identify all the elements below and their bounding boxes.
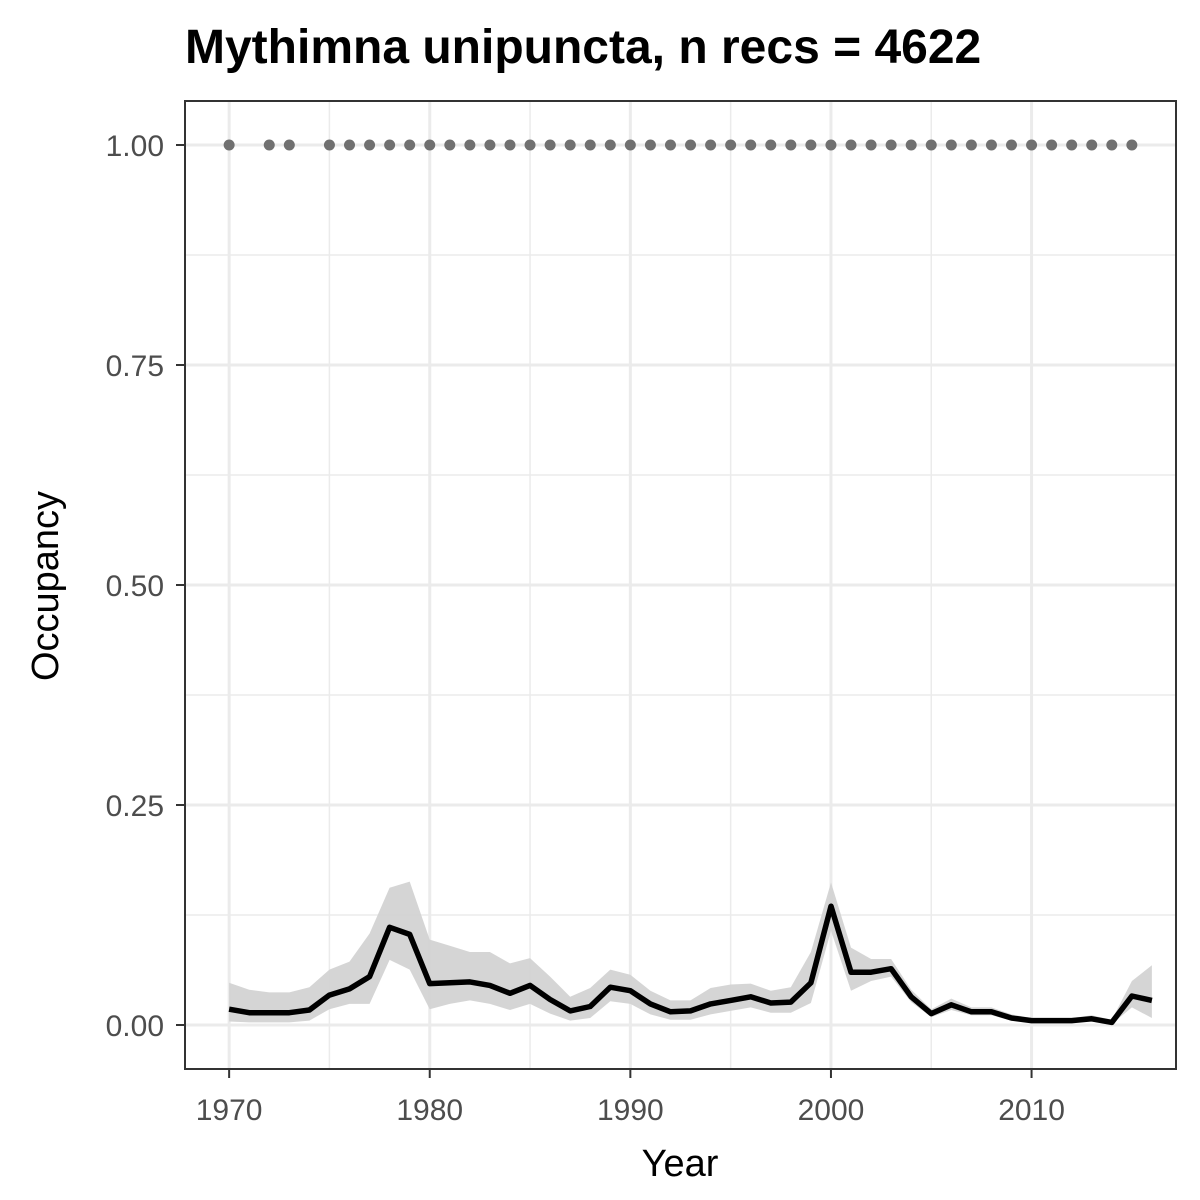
y-axis: 0.00 0.25 0.50 0.75 1.00: [106, 130, 185, 1043]
record-point: [905, 139, 917, 151]
record-point: [745, 139, 757, 151]
y-axis-title: Occupancy: [25, 491, 67, 681]
confidence-ribbon: [229, 881, 1152, 1025]
record-point: [343, 139, 355, 151]
record-point: [785, 139, 797, 151]
record-point: [725, 139, 737, 151]
record-point: [985, 139, 997, 151]
x-tick-label: 1990: [597, 1094, 664, 1127]
record-point: [1026, 139, 1038, 151]
chart-title: Mythimna unipuncta, n recs = 4622: [185, 21, 981, 74]
grid-lines: [185, 101, 1176, 1069]
x-tick-label: 1980: [396, 1094, 463, 1127]
record-point: [444, 139, 456, 151]
y-tick-label: 0.75: [106, 350, 164, 383]
record-point: [464, 139, 476, 151]
record-point: [404, 139, 416, 151]
occupancy-line: [228, 903, 1153, 1026]
record-point: [524, 139, 536, 151]
record-point: [624, 139, 636, 151]
record-points-layer: [223, 139, 1138, 151]
record-point: [424, 139, 436, 151]
record-point: [1106, 139, 1118, 151]
record-point: [584, 139, 596, 151]
record-point: [364, 139, 376, 151]
record-point: [604, 139, 616, 151]
x-tick-label: 2010: [998, 1094, 1065, 1127]
y-tick-label: 0.50: [106, 570, 164, 603]
record-point: [564, 139, 576, 151]
x-axis: 1970 1980 1990 2000 2010: [196, 1069, 1065, 1127]
confidence-ribbon-layer: [229, 881, 1152, 1025]
record-point: [283, 139, 295, 151]
y-tick-label: 0.00: [106, 1010, 164, 1043]
record-point: [323, 139, 335, 151]
record-point: [1006, 139, 1018, 151]
occupancy-line-layer: [228, 903, 1153, 1026]
record-point: [845, 139, 857, 151]
record-point: [825, 139, 837, 151]
record-point: [223, 139, 235, 151]
record-point: [263, 139, 275, 151]
record-point: [925, 139, 937, 151]
record-point: [504, 139, 516, 151]
record-point: [685, 139, 697, 151]
record-point: [885, 139, 897, 151]
record-point: [965, 139, 977, 151]
x-tick-label: 1970: [196, 1094, 263, 1127]
y-tick-label: 1.00: [106, 130, 164, 163]
record-point: [544, 139, 556, 151]
record-point: [705, 139, 717, 151]
record-point: [805, 139, 817, 151]
record-point: [644, 139, 656, 151]
record-point: [865, 139, 877, 151]
record-point: [945, 139, 957, 151]
y-tick-label: 0.25: [106, 790, 164, 823]
record-point: [1046, 139, 1058, 151]
record-point: [1126, 139, 1138, 151]
record-point: [1086, 139, 1098, 151]
record-point: [664, 139, 676, 151]
record-point: [484, 139, 496, 151]
record-point: [1066, 139, 1078, 151]
x-tick-label: 2000: [798, 1094, 865, 1127]
record-point: [384, 139, 396, 151]
record-point: [765, 139, 777, 151]
x-axis-title: Year: [642, 1143, 719, 1185]
